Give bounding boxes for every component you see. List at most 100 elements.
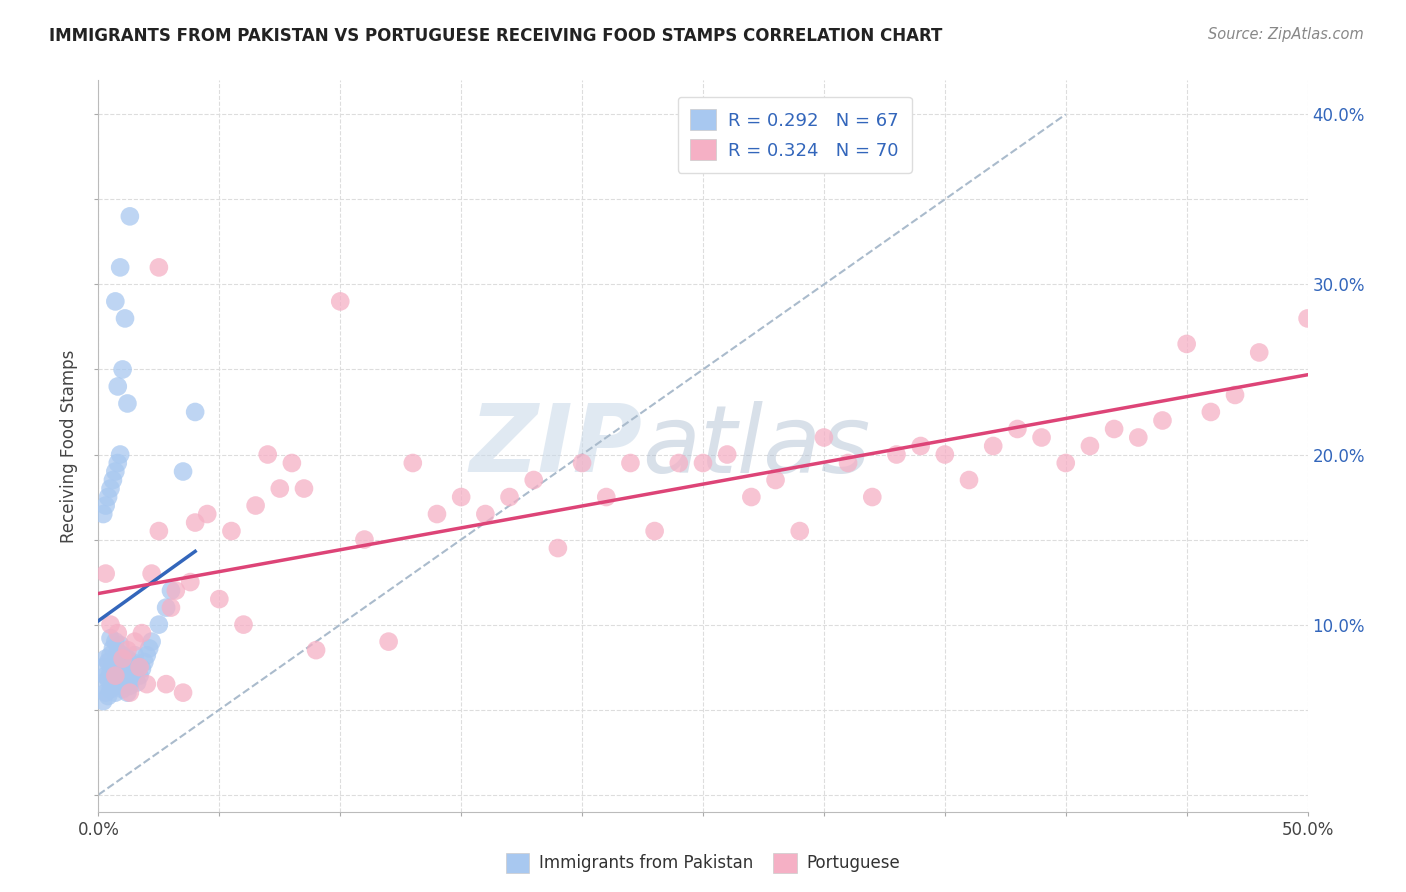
Point: [208, 592, 231, 607]
Point: [292, 482, 315, 496]
Point: [837, 456, 859, 470]
Point: [117, 643, 139, 657]
Point: [141, 634, 163, 648]
Point: [165, 583, 187, 598]
Point: [1296, 311, 1319, 326]
Point: [141, 566, 163, 581]
Point: [329, 294, 352, 309]
Point: [101, 641, 124, 656]
Point: [108, 655, 131, 669]
Point: [1007, 422, 1029, 436]
Point: [172, 465, 194, 479]
Point: [245, 499, 267, 513]
Point: [94, 566, 117, 581]
Point: [118, 679, 141, 693]
Point: [108, 448, 131, 462]
Point: [281, 456, 304, 470]
Point: [97, 490, 120, 504]
Point: [221, 524, 243, 538]
Point: [155, 677, 177, 691]
Point: [117, 668, 139, 682]
Point: [668, 456, 690, 470]
Point: [94, 686, 117, 700]
Point: [107, 662, 129, 676]
Point: [111, 651, 134, 665]
Point: [172, 686, 194, 700]
Point: [1054, 456, 1077, 470]
Point: [692, 456, 714, 470]
Point: [107, 645, 129, 659]
Point: [100, 482, 122, 496]
Point: [1249, 345, 1271, 359]
Point: [91, 507, 114, 521]
Point: [117, 651, 139, 665]
Point: [377, 634, 399, 648]
Point: [765, 473, 787, 487]
Point: [474, 507, 496, 521]
Point: [94, 668, 117, 682]
Point: [1223, 388, 1246, 402]
Point: [90, 677, 112, 691]
Point: [100, 665, 122, 680]
Point: [256, 448, 278, 462]
Point: [118, 686, 141, 700]
Point: [305, 643, 328, 657]
Point: [101, 675, 124, 690]
Point: [104, 294, 127, 309]
Point: [114, 311, 136, 326]
Point: [716, 448, 738, 462]
Point: [131, 662, 153, 676]
Point: [450, 490, 472, 504]
Point: [100, 617, 122, 632]
Point: [1102, 422, 1125, 436]
Point: [1175, 337, 1198, 351]
Point: [111, 362, 134, 376]
Point: [107, 379, 129, 393]
Point: [269, 482, 291, 496]
Point: [128, 660, 150, 674]
Point: [121, 655, 143, 669]
Point: [91, 660, 114, 674]
Point: [184, 405, 207, 419]
Point: [138, 641, 160, 656]
Point: [111, 665, 134, 680]
Point: [124, 634, 146, 648]
Point: [740, 490, 762, 504]
Point: [107, 456, 129, 470]
Point: [179, 575, 201, 590]
Point: [402, 456, 425, 470]
Point: [232, 617, 254, 632]
Point: [353, 533, 375, 547]
Point: [135, 648, 157, 663]
Point: [886, 448, 908, 462]
Point: [547, 541, 569, 555]
Point: [97, 672, 120, 686]
Point: [94, 499, 117, 513]
Text: IMMIGRANTS FROM PAKISTAN VS PORTUGUESE RECEIVING FOOD STAMPS CORRELATION CHART: IMMIGRANTS FROM PAKISTAN VS PORTUGUESE R…: [49, 27, 942, 45]
Point: [100, 631, 122, 645]
Point: [107, 626, 129, 640]
Point: [1078, 439, 1101, 453]
Point: [117, 396, 139, 410]
Point: [184, 516, 207, 530]
Point: [104, 465, 127, 479]
Point: [860, 490, 883, 504]
Point: [104, 668, 127, 682]
Point: [160, 600, 183, 615]
Point: [148, 524, 170, 538]
Legend: Immigrants from Pakistan, Portuguese: Immigrants from Pakistan, Portuguese: [499, 847, 907, 880]
Point: [155, 600, 177, 615]
Text: ZIP: ZIP: [470, 400, 643, 492]
Point: [619, 456, 641, 470]
Point: [111, 682, 134, 697]
Text: Source: ZipAtlas.com: Source: ZipAtlas.com: [1208, 27, 1364, 42]
Point: [108, 260, 131, 275]
Point: [134, 655, 156, 669]
Point: [118, 210, 141, 224]
Point: [117, 686, 139, 700]
Point: [127, 658, 149, 673]
Point: [121, 672, 143, 686]
Point: [148, 260, 170, 275]
Point: [118, 662, 141, 676]
Point: [1031, 430, 1053, 444]
